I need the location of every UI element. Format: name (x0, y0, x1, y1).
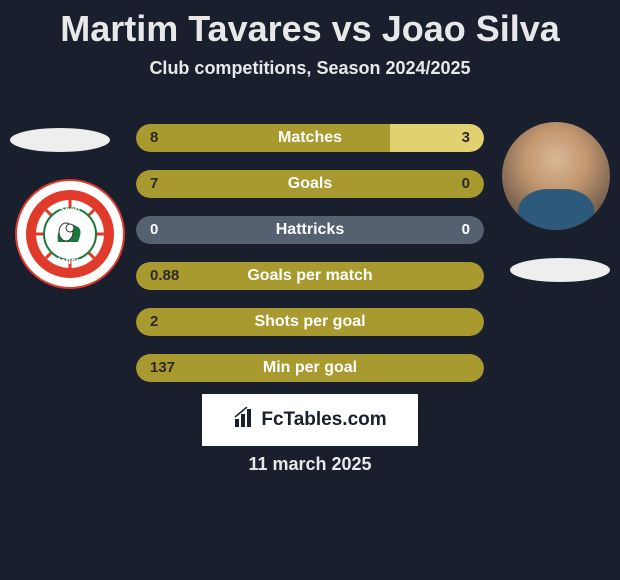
left-oval-shadow (10, 128, 110, 152)
brand-text: FcTables.com (261, 409, 386, 431)
club-badge-maritimo: Sport Madeira (14, 178, 126, 290)
stat-bar-row: 0Hattricks0 (136, 216, 484, 244)
stat-bar-row: 137Min per goal (136, 354, 484, 382)
brand-chart-icon (233, 407, 255, 434)
infographic-date: 11 march 2025 (0, 454, 620, 475)
stat-bar-row: 8Matches3 (136, 124, 484, 152)
stats-bars-container: 8Matches37Goals00Hattricks00.88Goals per… (136, 124, 484, 400)
stat-label: Matches (136, 124, 484, 152)
stat-bar-row: 7Goals0 (136, 170, 484, 198)
stat-value-right: 0 (462, 216, 470, 244)
stat-label: Min per goal (136, 354, 484, 382)
comparison-title: Martim Tavares vs Joao Silva (0, 0, 620, 50)
stat-label: Goals (136, 170, 484, 198)
player-avatar-right (502, 122, 610, 230)
stat-value-right: 0 (462, 170, 470, 198)
comparison-subtitle: Club competitions, Season 2024/2025 (0, 58, 620, 79)
stat-value-right: 3 (462, 124, 470, 152)
brand-watermark: FcTables.com (202, 394, 418, 446)
stat-bar-row: 2Shots per goal (136, 308, 484, 336)
stat-label: Goals per match (136, 262, 484, 290)
stat-label: Hattricks (136, 216, 484, 244)
svg-text:Madeira: Madeira (53, 256, 88, 266)
svg-text:Sport: Sport (60, 205, 81, 214)
stat-bar-row: 0.88Goals per match (136, 262, 484, 290)
stat-label: Shots per goal (136, 308, 484, 336)
right-oval-shadow (510, 258, 610, 282)
